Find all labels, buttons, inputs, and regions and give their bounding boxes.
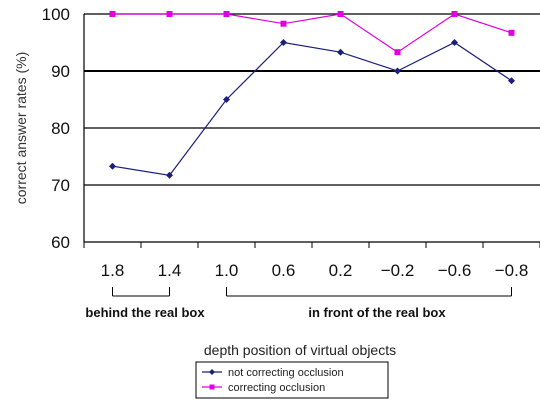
series-line-1 [112,41,512,176]
series-line-2 [112,13,512,53]
gridlines [84,13,540,186]
x-tick-labels: 1.8 1.4 1.0 0.6 0.2 −0.2 −0.6 −0.8 [101,261,529,280]
y-tick-label: 70 [51,176,70,195]
data-point [337,48,344,56]
data-point [166,171,173,179]
x-tick-label: 1.4 [158,261,182,280]
y-tick-label: 90 [51,62,70,81]
group-label: in front of the real box [308,305,446,320]
data-point [394,67,401,75]
data-point [451,39,458,46]
data-point [109,162,116,170]
data-point [508,77,515,85]
legend: not correcting occlusion correcting occlu… [195,361,389,399]
legend-label: not correcting occlusion [228,367,344,379]
x-tick-label: 0.6 [272,261,296,280]
y-tick-label: 100 [42,5,70,24]
data-point [280,20,287,27]
x-tick-label: −0.6 [438,261,472,280]
data-point [394,49,401,56]
x-tick-label: 1.8 [101,261,125,280]
data-point [109,11,116,17]
x-tick-label: 0.2 [329,261,353,280]
x-tick-label: −0.8 [495,261,529,280]
y-axis-label: correct answer rates (%) [13,52,29,204]
x-axis-label: depth position of virtual objects [204,342,396,358]
group-brackets: behind the real box in front of the real … [85,287,512,320]
data-point [223,11,230,17]
data-point [166,11,173,17]
y-tick-labels: 60 70 80 90 100 [42,5,70,252]
data-point [223,96,230,103]
data-point [451,11,458,17]
x-tick-label: −0.2 [381,261,415,280]
series-group [109,11,515,179]
legend-label: correcting occlusion [228,382,325,394]
y-tick-label: 60 [51,233,70,252]
data-point [337,11,344,17]
axes [83,14,540,248]
y-tick-label: 80 [51,119,70,138]
legend-marker [209,369,215,375]
data-point [280,39,287,46]
data-point [508,29,515,36]
legend-marker [209,384,215,390]
legend-box [195,361,389,399]
group-label: behind the real box [85,305,205,320]
x-tick-label: 1.0 [215,261,239,280]
